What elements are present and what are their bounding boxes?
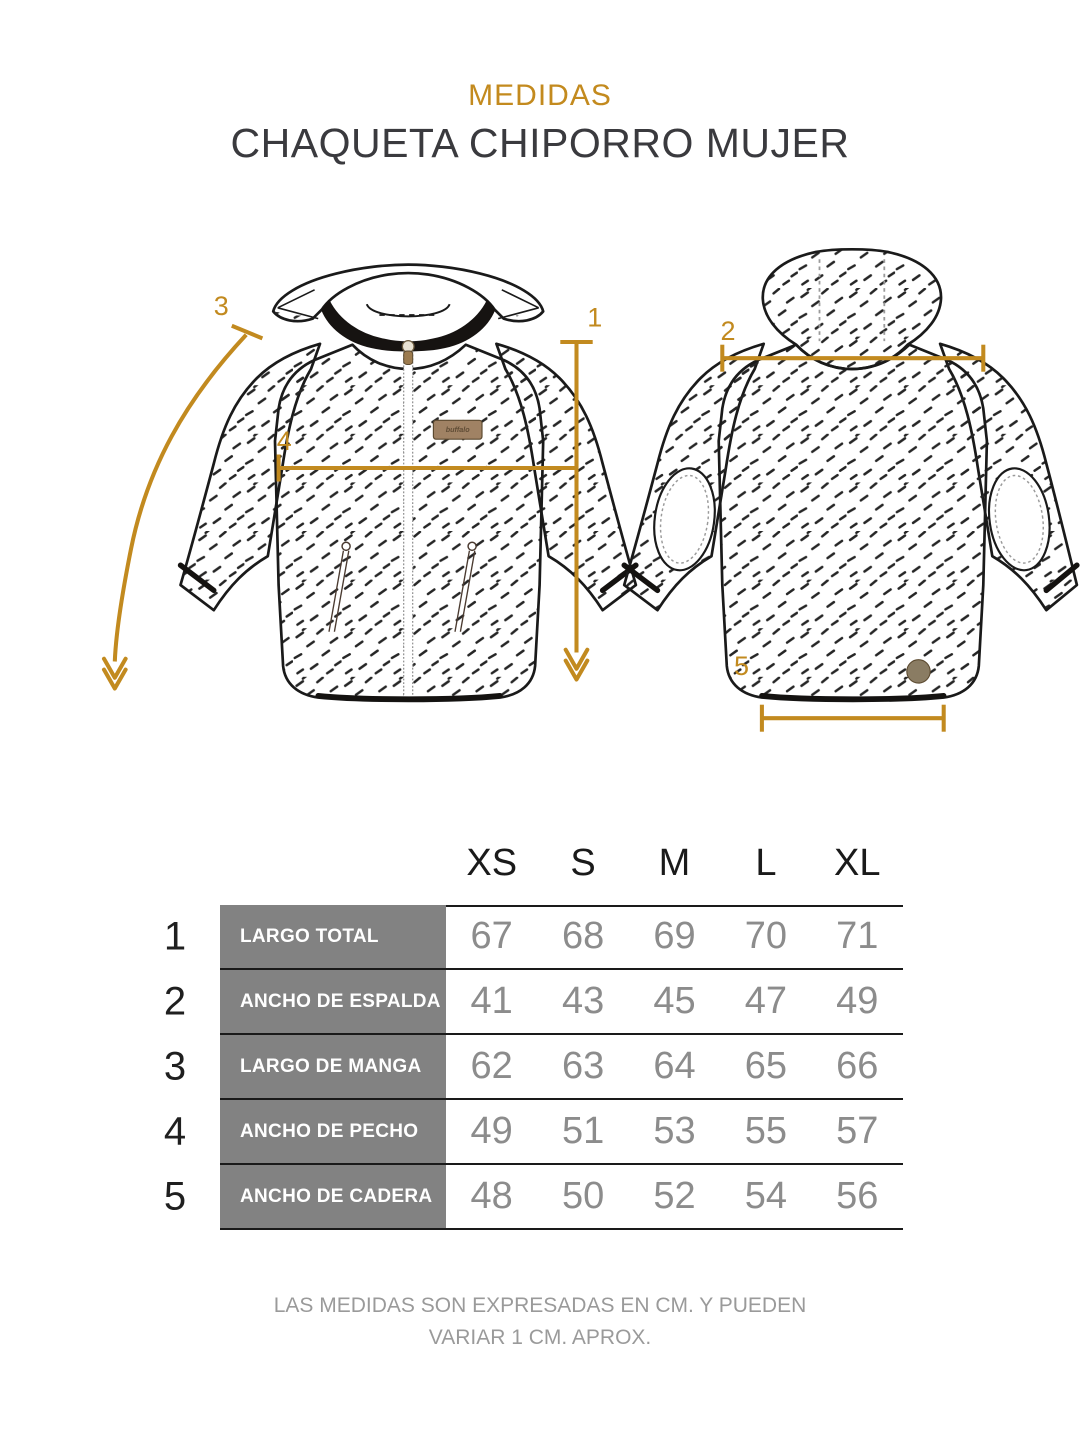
- svg-text:1: 1: [587, 303, 602, 333]
- svg-text:4: 4: [277, 426, 292, 456]
- svg-text:3: 3: [214, 291, 229, 321]
- svg-text:2: 2: [721, 316, 736, 346]
- svg-text:5: 5: [734, 651, 749, 681]
- svg-text:buffalo: buffalo: [446, 425, 470, 434]
